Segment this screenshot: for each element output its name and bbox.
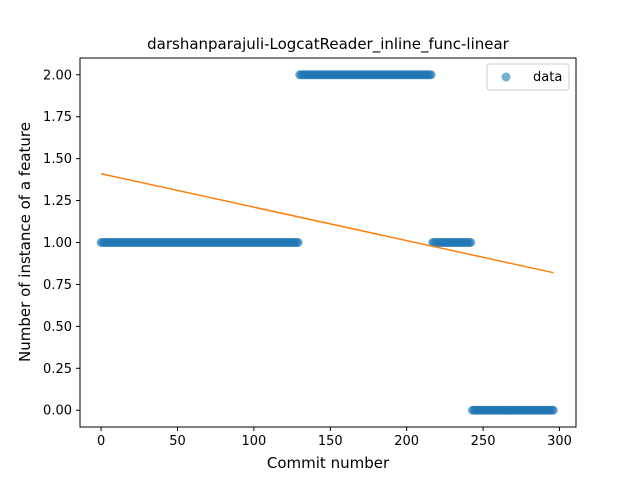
- x-tick-label: 200: [394, 434, 419, 449]
- y-tick-label: 0.00: [43, 404, 72, 419]
- x-tick-label: 150: [318, 434, 343, 449]
- y-tick-label: 0.50: [43, 320, 72, 335]
- y-tick-label: 1.75: [43, 110, 72, 125]
- y-tick-label: 0.75: [43, 278, 72, 293]
- y-tick-label: 2.00: [43, 68, 72, 83]
- x-tick-label: 300: [547, 434, 572, 449]
- plot-frame: [79, 57, 577, 428]
- data-point: [293, 238, 303, 247]
- chart-title: darshanparajuli-LogcatReader_inline_func…: [147, 35, 510, 54]
- legend-label-data: data: [533, 70, 562, 85]
- legend-box: [486, 63, 570, 91]
- y-tick-label: 1.50: [43, 152, 72, 167]
- legend: data: [486, 63, 570, 91]
- data-point: [466, 238, 476, 247]
- x-tick-label: 250: [471, 434, 496, 449]
- data-point: [548, 405, 558, 415]
- y-tick-label: 1.00: [43, 236, 72, 251]
- x-tick-label: 0: [97, 434, 105, 449]
- y-tick-label: 0.25: [43, 362, 72, 377]
- legend-marker-data: [501, 72, 511, 82]
- y-tick-label: 1.25: [43, 194, 72, 209]
- plot-area: [96, 70, 558, 415]
- x-tick-label: 100: [241, 434, 266, 449]
- fit-line: [100, 172, 554, 274]
- data-point: [426, 70, 436, 80]
- x-axis: 0 50 100 150 200 250 300: [97, 427, 572, 449]
- y-axis-label: Number of instance of a feature: [16, 122, 34, 362]
- x-tick-label: 50: [169, 434, 186, 449]
- y-axis: 0.00 0.25 0.50 0.75 1.00 1.25 1.50 1.75 2.00: [43, 68, 80, 419]
- x-axis-label: Commit number: [267, 454, 390, 472]
